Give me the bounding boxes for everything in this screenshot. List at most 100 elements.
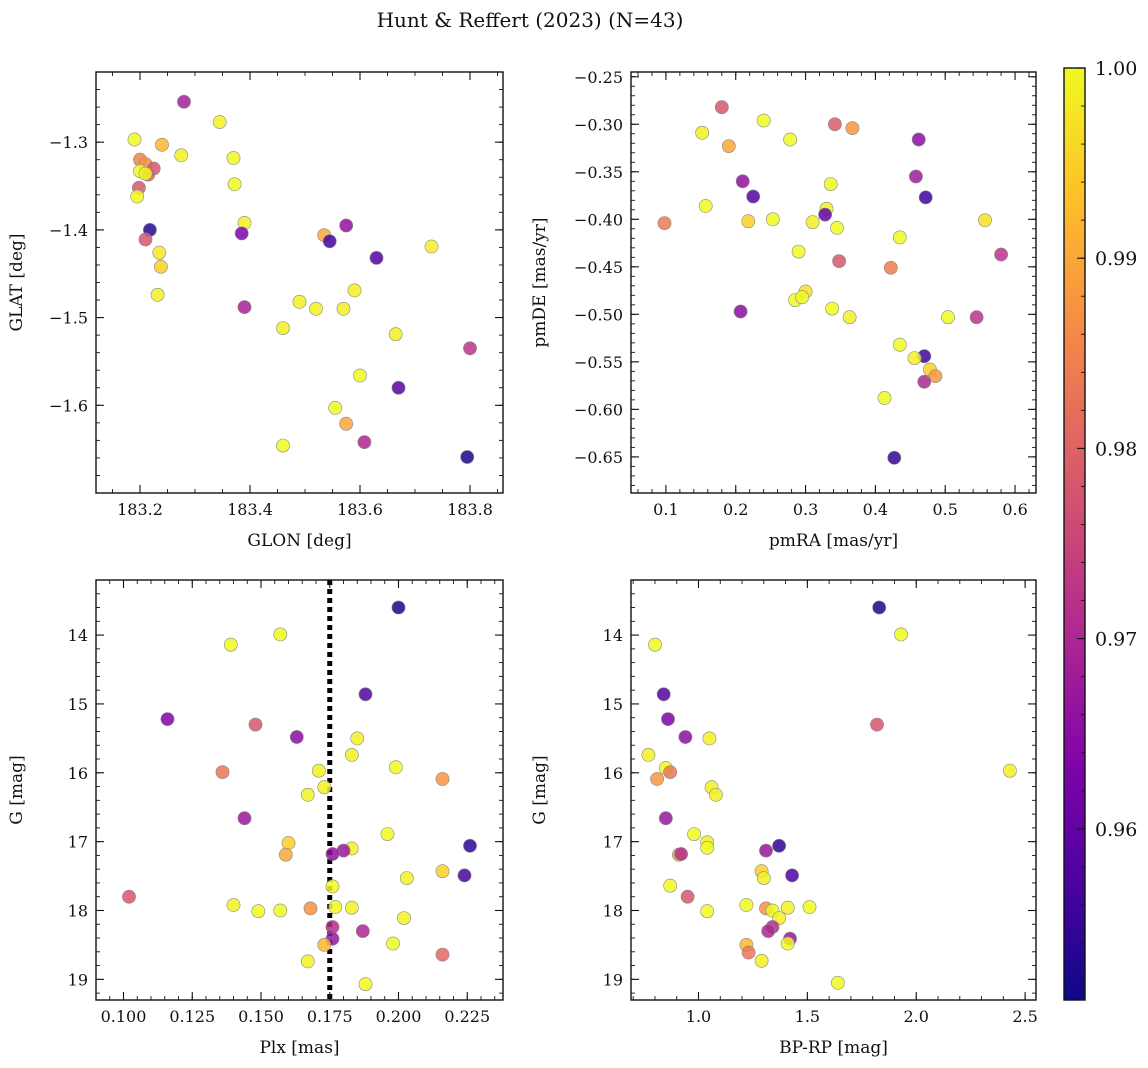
y-tick-label: −0.55: [574, 353, 623, 372]
data-point: [780, 936, 795, 951]
data-point: [657, 216, 672, 230]
data-point: [678, 730, 693, 744]
data-point: [317, 938, 332, 952]
data-point: [892, 230, 907, 245]
data-point: [127, 132, 142, 147]
data-point: [300, 787, 315, 802]
x-tick-label: 0.150: [238, 1007, 284, 1026]
data-point: [273, 903, 288, 918]
data-point: [328, 400, 343, 415]
axes-frame: [95, 579, 504, 1001]
data-point: [322, 234, 337, 249]
colorbar-tick-label: 0.97: [1095, 629, 1137, 651]
y-tick-label: −0.65: [574, 448, 623, 467]
data-point: [344, 900, 359, 915]
panel-pmra-pmde: 0.1 0.2 0.3 0.4 0.5 0.6 −0.25 −0.30 −0.35 −0.40 −0…: [530, 68, 1037, 551]
data-point: [463, 838, 477, 853]
x-axis-label: Plx [mas]: [259, 1038, 339, 1058]
data-point: [795, 290, 809, 305]
data-point: [783, 132, 798, 147]
data-point: [785, 868, 799, 883]
data-point: [831, 975, 845, 990]
data-point: [339, 218, 354, 233]
data-point: [388, 327, 403, 342]
y-tick-label: 19: [603, 970, 623, 989]
panel-glon-glat: 183.2 183.4 183.6 183.8 −1.3 −1.4 −1.5 −1.6 GLON…: [7, 71, 504, 551]
data-point: [273, 627, 288, 642]
data-point: [344, 748, 359, 762]
data-point: [457, 868, 472, 883]
data-point: [756, 113, 771, 128]
x-tick-label: 0.6: [1002, 500, 1027, 519]
data-point: [153, 259, 168, 274]
data-point: [350, 731, 365, 746]
data-point: [174, 148, 189, 163]
y-tick-label: 15: [68, 695, 88, 714]
data-point: [388, 760, 403, 775]
y-tick-label: 18: [603, 901, 623, 920]
data-point: [761, 924, 776, 938]
data-point: [733, 304, 748, 319]
data-point: [289, 730, 304, 744]
data-point: [353, 368, 367, 383]
data-point: [358, 687, 373, 702]
data-point: [399, 871, 414, 885]
colorbar: 0.96 0.97 0.98 0.99 1.00: [1063, 58, 1137, 1001]
data-point: [357, 435, 372, 449]
x-tick-label: 2.0: [904, 1007, 929, 1026]
data-point: [276, 438, 290, 453]
y-tick-label: −1.6: [49, 396, 88, 415]
x-tick-label: 0.3: [793, 500, 818, 519]
colorbar-gradient: [1064, 68, 1085, 1000]
data-point: [226, 151, 241, 165]
data-point: [687, 827, 701, 841]
x-axis-label: pmRA [mas/yr]: [769, 531, 898, 551]
data-point: [435, 947, 450, 962]
data-point: [823, 177, 838, 191]
y-tick-label: −0.25: [574, 68, 623, 87]
data-point: [424, 239, 439, 254]
data-point: [872, 600, 887, 615]
data-point: [741, 945, 756, 960]
data-point: [339, 416, 354, 431]
data-point: [237, 300, 252, 314]
data-point: [435, 772, 450, 786]
plot-area: [96, 72, 503, 493]
data-point: [663, 765, 678, 779]
plot-area: [631, 580, 1036, 1000]
x-tick-label: 183.8: [447, 500, 493, 519]
data-point: [311, 763, 326, 778]
x-tick-label: 0.125: [169, 1007, 215, 1026]
data-point: [648, 637, 662, 652]
data-point: [391, 600, 406, 615]
x-tick-label: 2.5: [1012, 1007, 1037, 1026]
data-point: [237, 811, 252, 826]
data-point: [700, 840, 715, 855]
data-point: [212, 115, 227, 129]
data-point: [328, 900, 343, 914]
data-point: [909, 169, 923, 184]
data-point: [702, 731, 717, 746]
data-point: [698, 199, 713, 213]
plot-area: [96, 580, 503, 1000]
x-axis-label: GLON [deg]: [247, 531, 351, 551]
data-point: [435, 864, 450, 879]
data-point: [130, 189, 145, 204]
data-point: [825, 301, 839, 316]
colorbar-tick-label: 1.00: [1095, 58, 1137, 80]
x-tick-label: 0.225: [444, 1007, 490, 1026]
data-point: [177, 94, 191, 109]
data-point: [818, 207, 832, 222]
data-point: [709, 787, 723, 802]
data-point: [303, 901, 318, 916]
data-point: [746, 189, 761, 204]
y-axis-label: GLAT [deg]: [7, 233, 27, 331]
x-tick-label: 0.4: [863, 500, 888, 519]
data-point: [661, 712, 675, 726]
y-tick-label: −1.5: [49, 309, 88, 328]
plot-area: [631, 72, 1036, 493]
data-point: [138, 232, 153, 247]
data-point: [780, 900, 795, 915]
y-tick-label: 14: [68, 626, 88, 645]
